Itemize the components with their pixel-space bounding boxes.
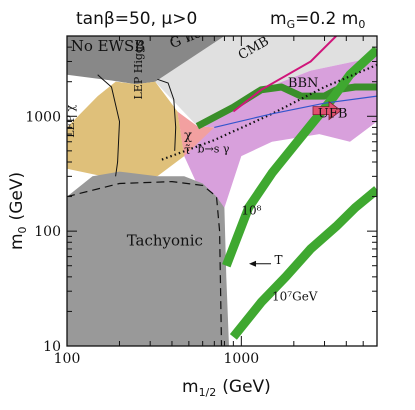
- header-right-sub2: 0: [358, 18, 365, 31]
- x-tick-label: 100: [54, 351, 81, 367]
- regions-layer: [67, 36, 377, 346]
- chi-stau-dotted: [161, 63, 377, 161]
- header-right: mG=0.2 m0: [270, 9, 365, 31]
- header-left: tanβ=50, μ>0: [76, 9, 197, 29]
- tr7-label-b: 10⁷GeV: [272, 289, 318, 303]
- tr8-label: 10⁸: [241, 203, 261, 217]
- bands-layer: [195, 46, 377, 340]
- ufb-label: UFB: [318, 106, 348, 121]
- stau-label: τ̃: [184, 143, 191, 157]
- lep-higgs-boundary: [157, 78, 177, 151]
- cmb-magenta: [232, 36, 337, 113]
- x-axis-label-unit: (GeV): [222, 377, 271, 397]
- bbn-label: BBN: [288, 76, 318, 91]
- y-tick-label: 1000: [25, 109, 61, 125]
- y-axis-label-unit: (GeV): [7, 172, 27, 221]
- x-axis-label: m1/2 (GeV): [182, 377, 271, 399]
- lep-higgs-label: LEP Higgs: [132, 40, 145, 99]
- tr7-label-a: T: [275, 253, 283, 267]
- y-tick-label: 100: [34, 224, 61, 240]
- x-axis-label-sub: 1/2: [199, 386, 217, 399]
- tr-1e8-band: [222, 46, 377, 268]
- header-right-eq: =0.2 m: [295, 9, 358, 29]
- no-ewsb-label: No EWSB: [71, 37, 146, 55]
- header-right-m: m: [270, 9, 287, 29]
- tachyonic-dashed: [67, 180, 223, 346]
- bsg-label: b→s γ: [197, 142, 229, 155]
- plot-frame: [66, 35, 378, 347]
- ufb-boundary-blue: [214, 95, 377, 128]
- lep-chi-label: LEP χ: [64, 105, 77, 138]
- ufb-arrow-icon: [249, 100, 342, 267]
- region-no-ewsb: [67, 36, 225, 85]
- y-axis-label-m: m: [7, 233, 27, 250]
- tr-1e7-band: [229, 186, 377, 340]
- x-tick-label: 1000: [224, 351, 260, 367]
- region-g-not-lsp: [155, 36, 377, 127]
- y-axis-label-sub: 0: [16, 226, 29, 233]
- bbn-band: [195, 83, 377, 130]
- lep-chi-boundary: [97, 74, 121, 177]
- ufb-arrow-shape: [312, 100, 342, 121]
- region-lep-higgs: [115, 81, 185, 177]
- region-tachyonic: [67, 171, 229, 346]
- chi-label: χ: [184, 128, 192, 143]
- lines-layer: [67, 36, 377, 346]
- tr7-arrow-head: [249, 260, 257, 267]
- header-right-sub: G: [287, 18, 296, 31]
- y-axis-label: m0 (GeV): [7, 172, 29, 250]
- x-axis-label-m: m: [182, 377, 199, 397]
- tachyonic-label: Tachyonic: [127, 231, 203, 249]
- y-tick-label: 10: [43, 339, 61, 355]
